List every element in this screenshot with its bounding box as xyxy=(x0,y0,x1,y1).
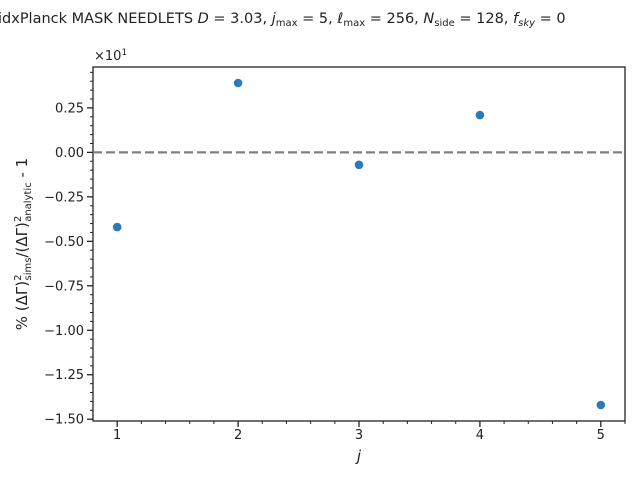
x-axis-label: j xyxy=(355,447,362,465)
y-tick-label: 0.25 xyxy=(55,101,84,116)
y-tick-label: 0.00 xyxy=(55,146,84,161)
y-tick-label: −0.25 xyxy=(44,190,84,205)
data-point xyxy=(596,400,606,410)
y-offset-text: ×101 xyxy=(94,48,127,64)
data-point xyxy=(475,110,485,120)
y-tick-label: −0.50 xyxy=(44,235,84,250)
y-tick-label: −1.25 xyxy=(44,368,84,383)
plot-frame xyxy=(92,66,626,422)
x-tick-label: 2 xyxy=(234,428,242,443)
y-tick-label: −1.50 xyxy=(44,413,84,428)
chart-title: idxPlanck MASK NEEDLETS D = 3.03, jmax =… xyxy=(0,11,566,29)
data-point xyxy=(112,222,122,232)
data-points xyxy=(112,78,606,410)
y-tick-label: −0.75 xyxy=(44,279,84,294)
data-point xyxy=(233,78,243,88)
y-axis-ticks: 0.25 0.00 −0.25 −0.50 −0.75 −1.00 −1.25 −1.50 xyxy=(44,71,93,428)
x-tick-label: 4 xyxy=(476,428,484,443)
x-axis-ticks: 1 2 3 4 5 xyxy=(113,421,626,443)
x-tick-label: 1 xyxy=(113,428,121,443)
y-axis-label: % (ΔΓ)2sims/(ΔΓ)2analytic - 1 xyxy=(13,158,34,330)
y-tick-label: −1.00 xyxy=(44,324,84,339)
data-point xyxy=(354,160,364,170)
x-tick-label: 3 xyxy=(355,428,363,443)
x-tick-label: 5 xyxy=(597,428,605,443)
